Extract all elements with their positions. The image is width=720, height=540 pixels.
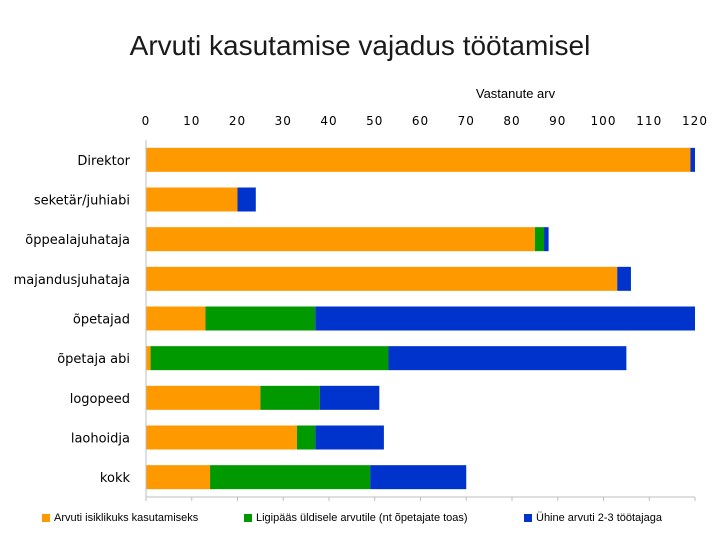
x-tick-label: 70 [458,114,475,128]
bar-segment-series-2 [205,306,316,331]
bar-segment-series-3 [690,147,695,172]
bar-segment-series-1 [146,385,261,410]
legend-item: Arvuti isiklikuks kasutamiseks [42,512,198,524]
x-tick-labels: 0 10 20 30 40 50 60 70 80 90 100 110 120 [142,114,708,128]
x-tick-label: 0 [142,114,151,128]
category-labels: Direktor seketär/juhiabi õppealajuhataja ma… [14,154,131,486]
x-tick-label: 80 [503,114,520,128]
category-label: Direktor [77,154,130,169]
legend-swatch [244,514,252,522]
bar-segment-series-2 [260,385,320,410]
legend-label: Ühine arvuti 2-3 töötajaga [536,512,662,524]
x-tick-label: 100 [591,114,617,128]
bar-segment-series-3 [617,266,631,291]
legend-item: Ühine arvuti 2-3 töötajaga [524,512,662,524]
category-label: seketär/juhiabi [34,194,130,209]
bar-segment-series-1 [146,465,211,490]
legend-label: Ligipääs üldisele arvutile (nt õpetajate… [256,512,468,524]
bar-segment-series-2 [296,425,316,450]
category-label: kokk [100,471,131,486]
x-tick-label: 10 [183,114,200,128]
bar-segment-series-3 [237,187,256,212]
x-tick-label: 40 [320,114,337,128]
legend-swatch [524,514,532,522]
bar-segment-series-2 [150,346,389,371]
bar-segment-series-2 [534,227,545,252]
legend-swatch [42,514,50,522]
category-label: õppealajuhataja [25,233,130,248]
chart-title: Arvuti kasutamise vajadus töötamisel [0,30,720,62]
bar-segment-series-3 [544,227,549,252]
bar-segment-series-2 [210,465,371,490]
category-label: majandusjuhataja [14,273,130,288]
bar-segment-series-3 [388,346,627,371]
category-label: logopeed [70,392,130,407]
x-tick-label: 120 [682,114,708,128]
x-tick-label: 20 [229,114,246,128]
x-axis-title: Vastanute arv [476,86,556,101]
x-tick-label: 110 [636,114,662,128]
bar-segment-series-3 [315,425,384,450]
bar-segment-series-1 [146,425,297,450]
x-tick-label: 30 [275,114,292,128]
category-label: laohoidja [71,432,130,447]
chart-title-text: Arvuti kasutamise vajadus töötamisel [129,30,591,61]
bar-segment-series-3 [315,306,695,331]
bar-segment-series-1 [146,187,238,212]
bar-segment-series-1 [146,346,151,371]
category-label: õpetajad [73,313,130,328]
legend-label: Arvuti isiklikuks kasutamiseks [54,512,199,524]
bar-segment-series-1 [146,147,691,172]
x-tick-label: 50 [366,114,383,128]
category-label: õpetaja abi [57,352,130,367]
x-tick-label: 90 [549,114,566,128]
x-tick-label: 60 [412,114,429,128]
legend-item: Ligipääs üldisele arvutile (nt õpetajate… [244,512,468,524]
bar-segment-series-3 [319,385,380,410]
bar-segment-series-1 [146,227,535,252]
legend: Arvuti isiklikuks kasutamiseks Ligipääs ü… [0,512,720,532]
bar-segment-series-1 [146,306,206,331]
bar-segment-series-1 [146,266,618,291]
axes [145,140,696,501]
bars [146,147,695,490]
bar-segment-series-3 [370,465,467,490]
